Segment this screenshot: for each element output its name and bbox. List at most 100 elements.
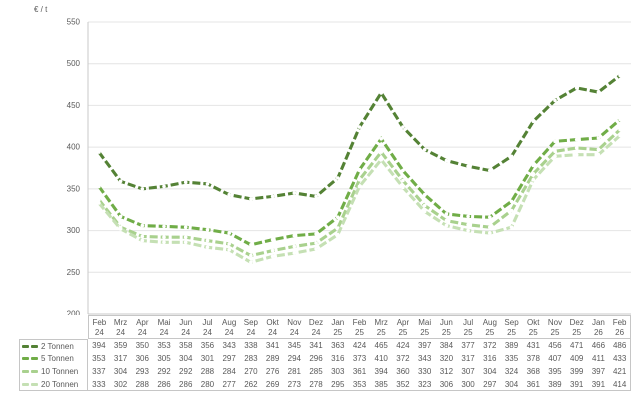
data-point-marker bbox=[553, 98, 557, 103]
table-value-cell: 353 bbox=[348, 378, 371, 391]
table-value-cell: 304 bbox=[174, 352, 197, 365]
data-point-marker bbox=[466, 164, 470, 169]
table-value-cell: 356 bbox=[196, 339, 219, 352]
data-point-marker bbox=[140, 238, 145, 243]
table-value-cell: 297 bbox=[478, 378, 501, 391]
table-value-cell: 394 bbox=[88, 339, 110, 352]
data-point-marker bbox=[314, 232, 318, 236]
legend-marker-icon bbox=[31, 382, 38, 386]
data-point-marker bbox=[444, 212, 449, 216]
data-point-marker bbox=[444, 223, 449, 228]
table-header-cell: Jun 25 bbox=[435, 315, 458, 339]
table-value-cell: 414 bbox=[609, 378, 631, 391]
data-point-marker bbox=[553, 139, 557, 144]
table-value-cell: 363 bbox=[326, 339, 349, 352]
table-value-cell: 317 bbox=[109, 352, 132, 365]
data-point-marker bbox=[357, 184, 362, 189]
table-header-cell: Aug 25 bbox=[478, 315, 501, 339]
data-point-marker bbox=[401, 168, 405, 173]
table-value-cell: 280 bbox=[196, 378, 219, 391]
table-value-cell: 277 bbox=[218, 378, 241, 391]
data-point-marker bbox=[162, 240, 166, 245]
table-value-cell: 424 bbox=[392, 339, 414, 352]
table-header-cell: Mrz 24 bbox=[109, 315, 132, 339]
table-value-cell: 433 bbox=[609, 352, 631, 365]
table-value-cell: 303 bbox=[326, 365, 349, 378]
legend-marker-icon bbox=[22, 357, 29, 360]
data-point-marker bbox=[140, 234, 145, 239]
table-value-cell: 372 bbox=[478, 339, 501, 352]
data-point-marker bbox=[466, 222, 470, 227]
data-point-marker bbox=[183, 240, 188, 245]
table-value-cell: 335 bbox=[500, 352, 523, 365]
legend-marker-icon bbox=[31, 370, 38, 373]
data-point-marker bbox=[314, 241, 318, 245]
table-value-cell: 391 bbox=[587, 378, 610, 391]
table-value-cell: 304 bbox=[478, 365, 501, 378]
data-point-marker bbox=[422, 192, 427, 197]
table-value-cell: 316 bbox=[326, 352, 349, 365]
data-point-marker bbox=[140, 223, 145, 228]
data-point-marker bbox=[379, 150, 384, 154]
table-value-cell: 410 bbox=[370, 352, 393, 365]
table-value-cell: 377 bbox=[457, 339, 479, 352]
table-value-cell: 330 bbox=[413, 365, 436, 378]
data-point-marker bbox=[553, 154, 557, 159]
table-value-cell: 397 bbox=[413, 339, 436, 352]
data-point-marker bbox=[618, 133, 622, 138]
table-value-cell: 424 bbox=[348, 339, 371, 352]
data-point-marker bbox=[574, 146, 579, 150]
table-value-cell: 324 bbox=[500, 365, 523, 378]
table-value-cell: 301 bbox=[196, 352, 219, 365]
data-point-marker bbox=[249, 243, 253, 247]
chart-canvas: 550 500 450 400 350 300 250 200 bbox=[67, 18, 631, 319]
data-point-marker bbox=[574, 152, 579, 157]
data-point-marker bbox=[336, 215, 340, 219]
table-value-cell: 372 bbox=[392, 352, 414, 365]
table-value-cell: 343 bbox=[413, 352, 436, 365]
line-chart-plot: 550 500 450 400 350 300 250 200 bbox=[67, 18, 631, 319]
table-value-cell: 283 bbox=[240, 352, 262, 365]
table-header-cell: Feb 26 bbox=[609, 315, 631, 339]
table-corner-cell bbox=[19, 315, 88, 339]
legend-cell: 20 Tonnen bbox=[19, 378, 88, 391]
table-value-cell: 395 bbox=[544, 365, 566, 378]
table-value-cell: 317 bbox=[457, 352, 479, 365]
table-value-cell: 486 bbox=[609, 339, 631, 352]
table-header-cell: Mai 24 bbox=[153, 315, 175, 339]
data-point-marker bbox=[379, 91, 384, 95]
table-value-cell: 337 bbox=[88, 365, 110, 378]
table-value-cell: 286 bbox=[174, 378, 197, 391]
table-value-cell: 273 bbox=[283, 378, 306, 391]
table-value-cell: 304 bbox=[109, 365, 132, 378]
data-point-marker bbox=[488, 168, 492, 173]
data-point-marker bbox=[314, 194, 318, 199]
data-point-marker bbox=[379, 157, 384, 162]
data-point-marker bbox=[596, 136, 601, 140]
table-value-cell: 306 bbox=[435, 378, 458, 391]
data-point-marker bbox=[270, 254, 275, 259]
data-point-marker bbox=[118, 227, 123, 231]
table-value-cell: 307 bbox=[457, 365, 479, 378]
data-point-marker bbox=[97, 150, 101, 154]
table-value-cell: 409 bbox=[565, 352, 588, 365]
table-header-cell: Mrz 25 bbox=[370, 315, 393, 339]
table-value-cell: 466 bbox=[587, 339, 610, 352]
data-point-marker bbox=[357, 167, 362, 172]
data-point-marker bbox=[249, 260, 253, 265]
table-value-cell: 338 bbox=[240, 339, 262, 352]
data-point-marker bbox=[249, 253, 253, 258]
table-header-cell: Okt 24 bbox=[261, 315, 284, 339]
table-header-cell: Dez 25 bbox=[565, 315, 588, 339]
table-value-cell: 411 bbox=[587, 352, 610, 365]
table-header-cell: Mai 25 bbox=[413, 315, 436, 339]
data-point-marker bbox=[162, 224, 166, 229]
y-axis-title: € / t bbox=[34, 5, 48, 14]
table-value-cell: 345 bbox=[283, 339, 306, 352]
table-header-cell: Nov 25 bbox=[544, 315, 566, 339]
data-table: Feb 24 Mrz 24 Apr 24 Mai 24 Jun 24 Jul 24 Aug 24 Sep 24… bbox=[19, 315, 631, 391]
legend-marker-icon bbox=[22, 344, 29, 348]
table-value-cell: 368 bbox=[522, 365, 545, 378]
table-value-cell: 465 bbox=[370, 339, 393, 352]
